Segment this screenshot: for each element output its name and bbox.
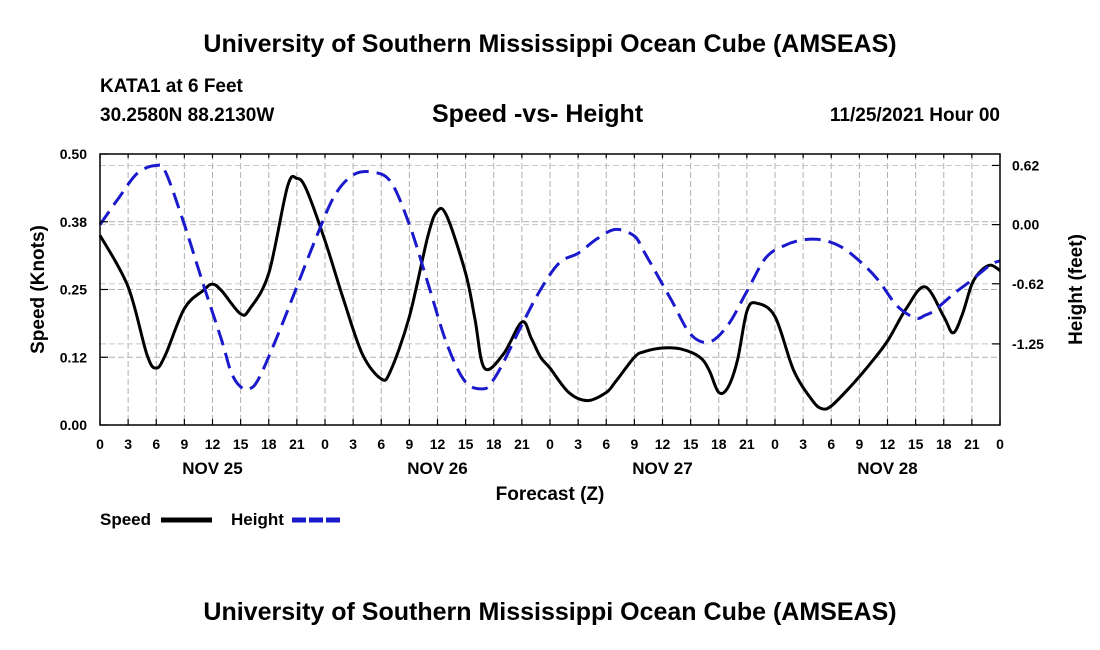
- x-tick-label: 18: [936, 436, 952, 452]
- x-tick-label: 3: [799, 436, 807, 452]
- y-tick-label-right: 0.62: [1012, 157, 1039, 173]
- station-coordinates: 30.2580N 88.2130W: [100, 105, 275, 126]
- y-tick-label-left: 0.25: [60, 282, 87, 298]
- legend-label-height: Height: [231, 510, 284, 529]
- station-label: KATA1 at 6 Feet: [100, 76, 243, 97]
- x-tick-label: 6: [152, 436, 160, 452]
- x-date-label: NOV 26: [407, 459, 467, 478]
- x-tick-label: 21: [289, 436, 305, 452]
- y-axis-title-left: Speed (Knots): [28, 225, 49, 354]
- x-tick-label: 21: [739, 436, 755, 452]
- legend-label-speed: Speed: [100, 510, 151, 529]
- x-tick-label: 21: [964, 436, 980, 452]
- x-tick-label: 9: [855, 436, 863, 452]
- chart-subtitle: Speed -vs- Height: [432, 100, 644, 128]
- x-tick-label: 18: [711, 436, 727, 452]
- x-tick-label: 21: [514, 436, 530, 452]
- x-tick-label: 15: [458, 436, 474, 452]
- x-tick-label: 0: [996, 436, 1004, 452]
- x-tick-label: 15: [233, 436, 249, 452]
- x-tick-label: 3: [574, 436, 582, 452]
- series-line-speed: [98, 174, 1001, 411]
- x-tick-label: 3: [124, 436, 132, 452]
- x-tick-label: 3: [349, 436, 357, 452]
- x-tick-label: 6: [602, 436, 610, 452]
- x-tick-label: 18: [261, 436, 277, 452]
- x-tick-label: 12: [880, 436, 896, 452]
- y-tick-label-left: 0.38: [60, 214, 87, 230]
- y-axis-title-right: Height (feet): [1066, 234, 1087, 345]
- x-tick-label: 0: [321, 436, 329, 452]
- forecast-datetime: 11/25/2021 Hour 00: [829, 105, 1000, 126]
- footer-title: University of Southern Mississippi Ocean…: [203, 598, 897, 626]
- x-tick-label: 18: [486, 436, 502, 452]
- x-tick-label: 6: [827, 436, 835, 452]
- x-tick-label: 12: [430, 436, 446, 452]
- y-tick-label-left: 0.00: [60, 417, 87, 433]
- x-tick-label: 0: [771, 436, 779, 452]
- x-axis-title: Forecast (Z): [496, 484, 605, 505]
- x-tick-label: 15: [908, 436, 924, 452]
- x-tick-label: 0: [546, 436, 554, 452]
- x-date-label: NOV 25: [182, 459, 242, 478]
- x-tick-label: 0: [96, 436, 104, 452]
- x-tick-label: 12: [205, 436, 221, 452]
- x-tick-label: 9: [405, 436, 413, 452]
- y-tick-label-right: -0.62: [1012, 276, 1044, 292]
- x-tick-label: 6: [377, 436, 385, 452]
- series-line-height: [98, 163, 1001, 392]
- chart-title: University of Southern Mississippi Ocean…: [203, 30, 897, 58]
- x-tick-label: 9: [180, 436, 188, 452]
- x-date-label: NOV 28: [857, 459, 917, 478]
- y-tick-label-right: -1.25: [1012, 336, 1044, 352]
- y-tick-label-right: 0.00: [1012, 217, 1039, 233]
- x-date-label: NOV 27: [632, 459, 692, 478]
- y-tick-label-left: 0.50: [60, 146, 87, 162]
- y-tick-label-left: 0.12: [60, 349, 87, 365]
- x-tick-label: 15: [683, 436, 699, 452]
- x-tick-label: 9: [630, 436, 638, 452]
- x-tick-label: 12: [655, 436, 671, 452]
